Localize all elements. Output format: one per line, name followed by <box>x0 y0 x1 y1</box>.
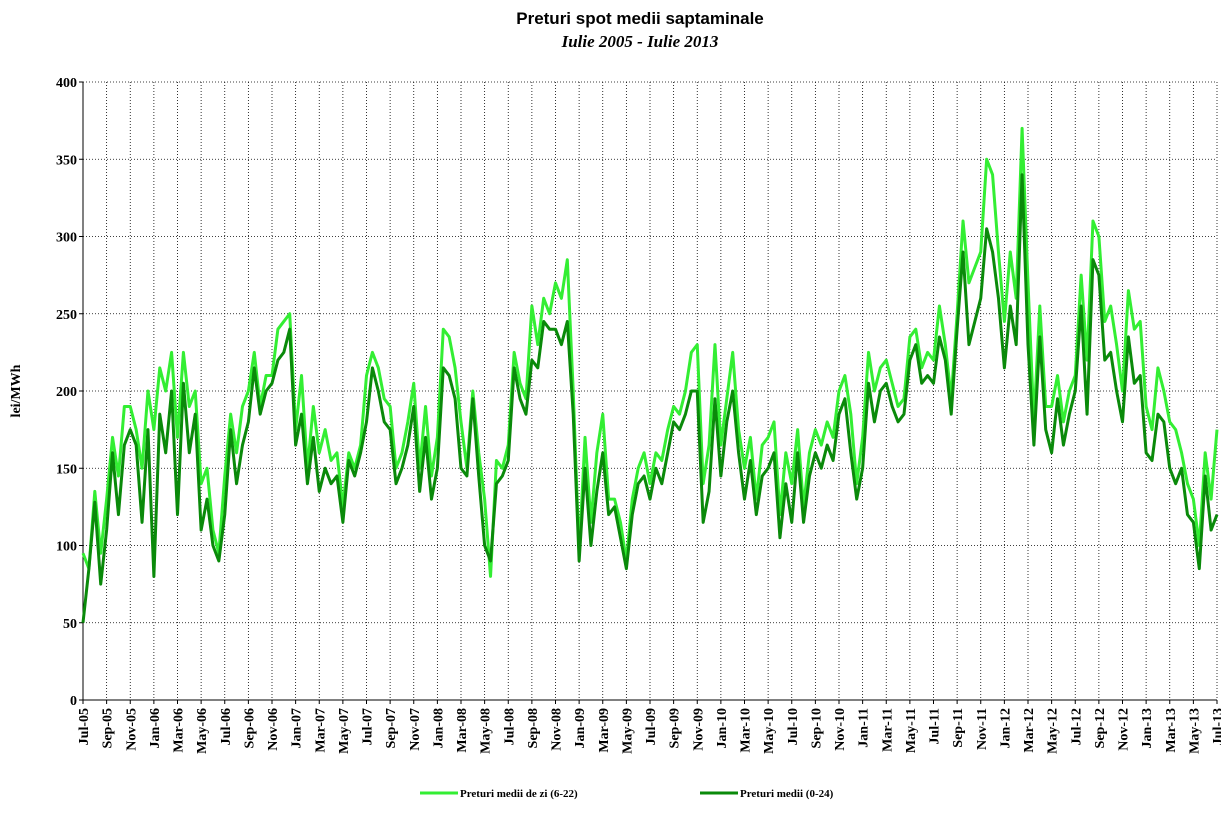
x-tick-label: Mar-12 <box>1022 708 1037 753</box>
x-tick-label: May-10 <box>762 708 777 754</box>
x-tick-label: Nov-07 <box>408 708 423 751</box>
x-tick-label: Nov-09 <box>691 708 706 751</box>
x-tick-label: Mar-10 <box>739 708 754 753</box>
x-tick-label: Mar-06 <box>172 708 187 753</box>
x-tick-label: Sep-06 <box>242 708 257 748</box>
legend-label: Preturi medii (0-24) <box>740 788 834 800</box>
x-tick-label: Nov-08 <box>550 708 565 751</box>
x-tick-label: May-13 <box>1187 708 1202 754</box>
x-tick-label: Jan-06 <box>148 708 163 748</box>
x-tick-label: Sep-09 <box>668 708 683 748</box>
x-tick-label: Sep-10 <box>809 708 824 748</box>
x-tick-label: Jul-05 <box>77 708 92 745</box>
chart-title: Preturi spot medii saptaminale <box>516 9 764 28</box>
x-tick-label: Jul-09 <box>644 708 659 745</box>
x-tick-label: Sep-05 <box>101 708 116 748</box>
x-tick-label: Nov-12 <box>1117 708 1132 751</box>
x-tick-label: Nov-06 <box>266 708 281 751</box>
x-tick-label: Jan-12 <box>998 708 1013 748</box>
x-tick-label: Mar-09 <box>597 708 612 753</box>
x-tick-label: Mar-07 <box>313 708 328 753</box>
x-tick-label: May-09 <box>620 708 635 754</box>
y-tick-label: 350 <box>56 153 77 168</box>
y-tick-label: 0 <box>70 694 77 709</box>
x-tick-label: Nov-05 <box>124 708 139 751</box>
x-tick-label: Jan-10 <box>715 708 730 748</box>
y-tick-label: 300 <box>56 231 77 246</box>
x-tick-label: May-11 <box>904 708 919 753</box>
x-tick-label: Jul-07 <box>361 708 376 745</box>
x-tick-label: Jan-13 <box>1140 708 1155 748</box>
x-tick-label: May-07 <box>337 708 352 754</box>
y-axis-label: lei/MWh <box>9 364 24 417</box>
x-tick-label: Jan-08 <box>431 708 446 748</box>
legend-label: Preturi medii de zi (6-22) <box>460 788 578 800</box>
x-tick-label: Mar-08 <box>455 708 470 753</box>
x-tick-label: Sep-11 <box>951 708 966 748</box>
x-tick-label: Jul-12 <box>1069 708 1084 745</box>
y-tick-label: 50 <box>63 617 77 632</box>
series-line <box>81 173 1219 623</box>
x-tick-label: Sep-07 <box>384 708 399 748</box>
y-tick-label: 200 <box>56 385 77 400</box>
series-line <box>81 126 1219 578</box>
x-tick-label: Jul-08 <box>502 708 517 745</box>
y-tick-label: 250 <box>56 308 77 323</box>
x-tick-label: May-08 <box>479 708 494 754</box>
x-tick-label: Jul-06 <box>219 708 234 745</box>
x-tick-label: Jan-07 <box>290 708 305 748</box>
x-tick-label: Jul-11 <box>928 708 943 745</box>
y-tick-label: 150 <box>56 462 77 477</box>
x-tick-label: Jul-13 <box>1211 708 1221 745</box>
x-tick-label: Sep-12 <box>1093 708 1108 748</box>
x-tick-label: Jan-09 <box>573 708 588 748</box>
x-tick-label: May-12 <box>1046 708 1061 754</box>
x-tick-label: Mar-13 <box>1164 708 1179 753</box>
y-tick-label: 400 <box>56 76 77 91</box>
x-tick-label: Sep-08 <box>526 708 541 748</box>
x-tick-label: May-06 <box>195 708 210 754</box>
chart-subtitle: Iulie 2005 - Iulie 2013 <box>561 32 719 51</box>
x-tick-label: Nov-10 <box>833 708 848 751</box>
x-tick-label: Jul-10 <box>786 708 801 745</box>
x-tick-label: Jan-11 <box>857 708 872 748</box>
y-tick-label: 100 <box>56 540 77 555</box>
x-tick-label: Nov-11 <box>975 708 990 750</box>
x-tick-label: Mar-11 <box>880 708 895 752</box>
